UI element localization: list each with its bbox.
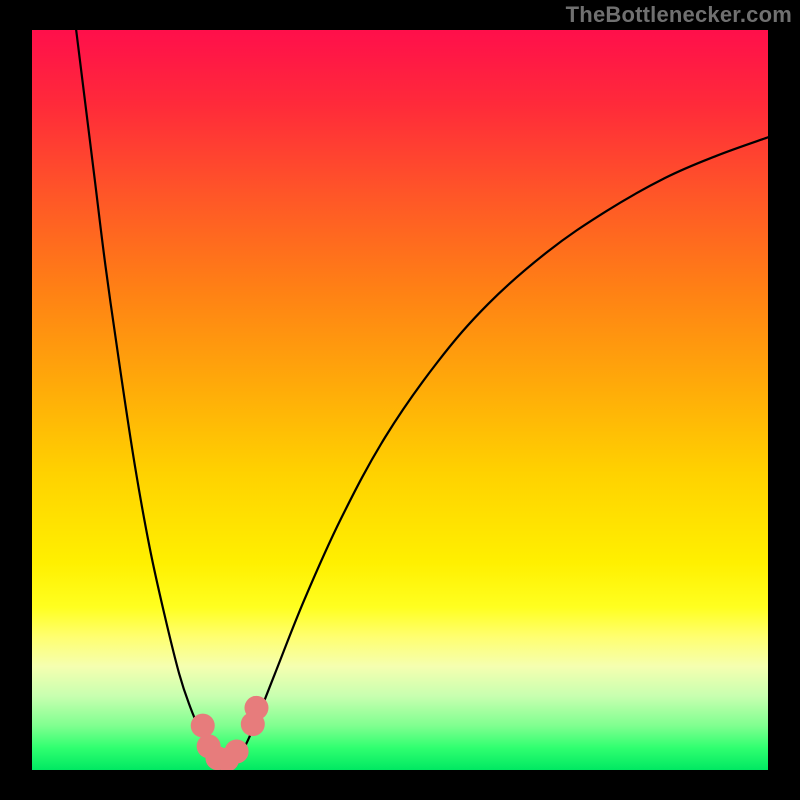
chart-frame: TheBottlenecker.com [0,0,800,800]
marker-point [244,696,268,720]
plot-background [32,30,768,770]
marker-point [225,740,249,764]
marker-point [191,714,215,738]
watermark-text: TheBottlenecker.com [566,2,792,28]
bottleneck-curve-plot [32,30,768,770]
